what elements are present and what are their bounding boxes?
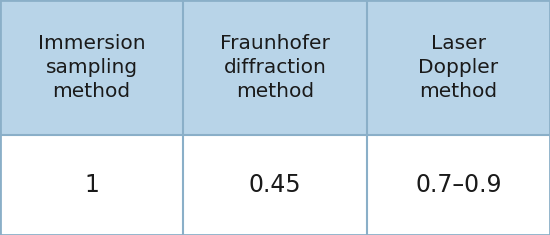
Bar: [0, 135, 183, 235]
Bar: [183, 135, 367, 235]
Text: 0.45: 0.45: [249, 173, 301, 197]
Text: Immersion
sampling
method: Immersion sampling method: [38, 34, 146, 101]
Text: Fraunhofer
diffraction
method: Fraunhofer diffraction method: [220, 34, 330, 101]
Bar: [183, 0, 367, 135]
Bar: [367, 0, 550, 135]
Bar: [367, 135, 550, 235]
Text: 0.7–0.9: 0.7–0.9: [415, 173, 502, 197]
Bar: [0, 0, 183, 135]
Text: Laser
Doppler
method: Laser Doppler method: [418, 34, 498, 101]
Text: 1: 1: [84, 173, 99, 197]
